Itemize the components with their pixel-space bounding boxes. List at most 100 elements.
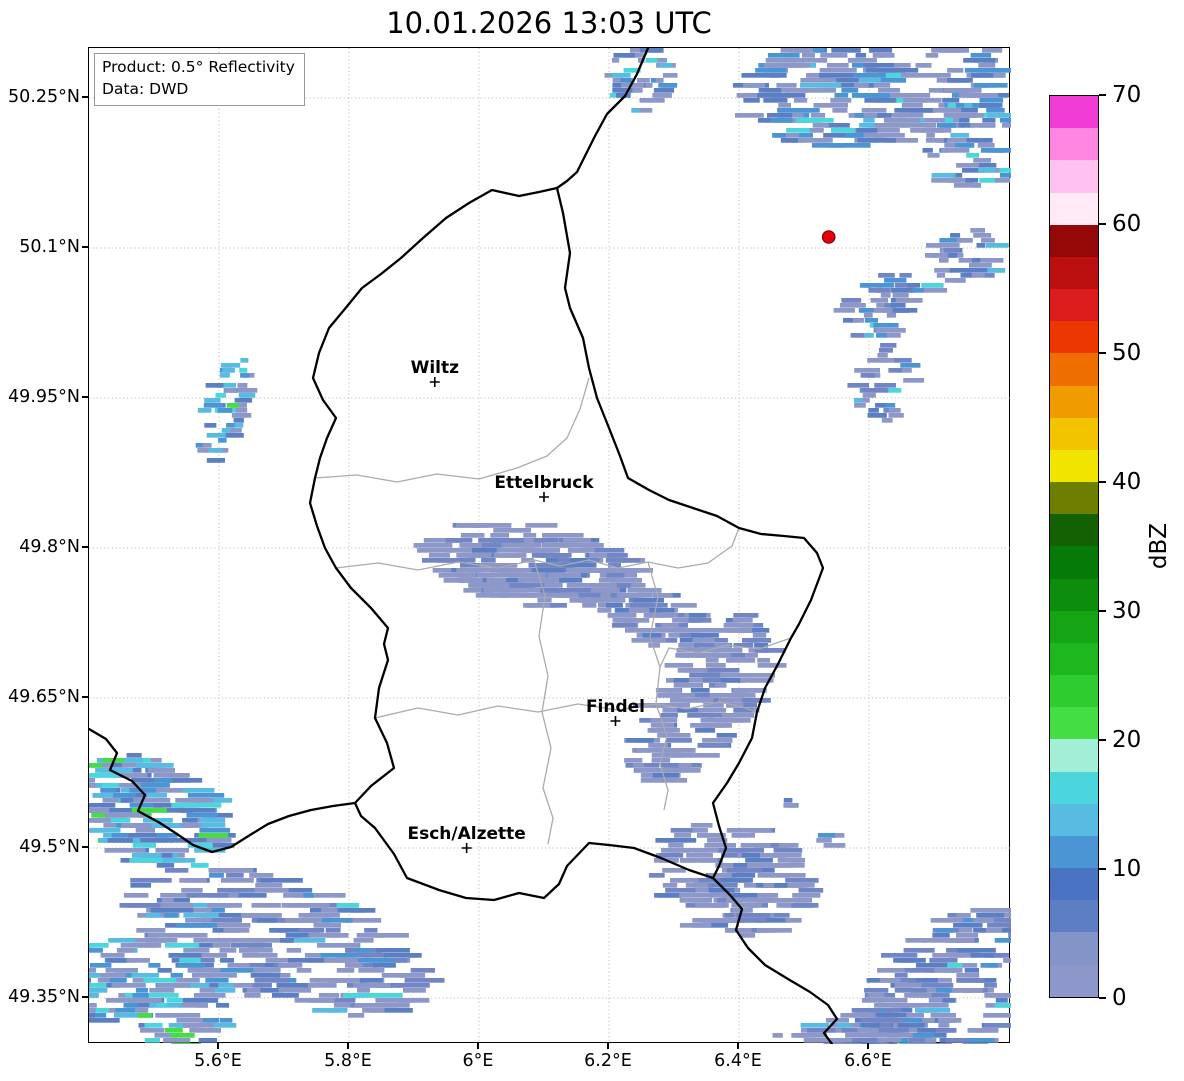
map-panel: Wiltz Ettelbruck Findel Esch/Alzette Produc… (88, 47, 1011, 1044)
canton-border (541, 711, 554, 845)
y-tick-label: 50.25°N (8, 87, 80, 107)
map-canvas: Wiltz Ettelbruck Findel Esch/Alzette (89, 48, 1011, 1044)
colorbar-band (1050, 514, 1098, 547)
y-tick-mark (82, 846, 88, 848)
colorbar-band (1050, 96, 1098, 129)
colorbar-band (1050, 964, 1098, 997)
city-label: Findel (586, 697, 645, 717)
x-tick-mark (737, 1043, 739, 1049)
y-tick-mark (82, 696, 88, 698)
colorbar-tick-mark (1099, 997, 1106, 999)
colorbar-tick-mark (1099, 481, 1106, 483)
y-tick-mark (82, 396, 88, 398)
colorbar-tick-label: 20 (1112, 727, 1142, 753)
colorbar-tick-mark (1099, 868, 1106, 870)
city-markers: Wiltz Ettelbruck Findel Esch/Alzette (407, 358, 645, 853)
colorbar-band (1050, 900, 1098, 933)
city-label: Wiltz (411, 358, 460, 378)
colorbar-band (1050, 610, 1098, 643)
colorbar-band (1050, 192, 1098, 225)
y-tick-label: 49.8°N (19, 537, 80, 557)
colorbar-band (1050, 128, 1098, 161)
canton-border (655, 703, 669, 811)
colorbar-tick-label: 30 (1112, 598, 1142, 624)
x-tick-label: 6.4°E (714, 1051, 762, 1071)
product-line: Product: 0.5° Reflectivity (102, 58, 295, 76)
colorbar-band (1050, 385, 1098, 418)
colorbar-band (1050, 160, 1098, 193)
radar-site-dot (821, 230, 836, 244)
colorbar-band (1050, 835, 1098, 869)
x-tick-label: 6.6°E (844, 1051, 892, 1071)
colorbar-band (1050, 224, 1098, 257)
colorbar-tick-mark (1099, 739, 1106, 741)
colorbar-band (1050, 642, 1098, 676)
y-tick-label: 49.5°N (19, 837, 80, 857)
colorbar-band (1050, 739, 1098, 772)
france-germany-border (711, 876, 839, 1044)
x-tick-label: 6°E (462, 1051, 494, 1071)
city-marker (461, 843, 472, 853)
district-borders (314, 377, 792, 845)
x-tick-mark (607, 1043, 609, 1049)
city-label: Esch/Alzette (407, 824, 525, 844)
colorbar-band (1050, 321, 1098, 354)
colorbar-band (1050, 868, 1098, 901)
canton-border (647, 561, 661, 705)
radar-site-marker (821, 230, 836, 244)
figure-title: 10.01.2026 13:03 UTC (386, 6, 712, 40)
canton-border (533, 559, 549, 713)
belgium-germany-border (555, 48, 650, 190)
colorbar-band (1050, 803, 1098, 836)
colorbar-band (1050, 675, 1098, 708)
colorbar-bands (1050, 96, 1098, 997)
belgium-france-border (89, 727, 357, 854)
colorbar-tick-mark (1099, 94, 1106, 96)
colorbar-tick-mark (1099, 610, 1106, 612)
product-info-box: Product: 0.5° Reflectivity Data: DWD (94, 53, 305, 107)
canton-border (374, 701, 758, 719)
y-tick-label: 50.1°N (19, 237, 80, 257)
colorbar-band (1050, 353, 1098, 386)
colorbar-band (1050, 546, 1098, 579)
data-source-line: Data: DWD (102, 79, 189, 98)
country-borders (89, 48, 839, 1044)
x-tick-mark (477, 1043, 479, 1049)
colorbar-band (1050, 707, 1098, 740)
x-tick-label: 5.6°E (194, 1051, 242, 1071)
colorbar-tick-label: 50 (1112, 340, 1142, 366)
radar-echoes (89, 48, 1011, 1044)
y-tick-mark (82, 246, 88, 248)
x-tick-label: 6.2°E (584, 1051, 632, 1071)
canton-border (314, 377, 590, 483)
y-tick-mark (82, 96, 88, 98)
y-tick-mark (82, 996, 88, 998)
colorbar-tick-mark (1099, 223, 1106, 225)
colorbar-tick-mark (1099, 352, 1106, 354)
x-tick-mark (217, 1043, 219, 1049)
colorbar-tick-label: 60 (1112, 211, 1142, 237)
x-tick-label: 5.8°E (324, 1051, 372, 1071)
y-tick-label: 49.35°N (8, 987, 80, 1007)
x-tick-mark (347, 1043, 349, 1049)
colorbar-band (1050, 417, 1098, 450)
city-marker (538, 492, 549, 502)
colorbar-band (1050, 578, 1098, 611)
x-tick-mark (867, 1043, 869, 1049)
colorbar-axis-label: dBZ (1146, 522, 1172, 570)
city-label: Ettelbruck (494, 473, 594, 493)
city-marker (429, 377, 440, 387)
colorbar-tick-label: 40 (1112, 469, 1142, 495)
colorbar-band (1050, 482, 1098, 515)
colorbar-band (1050, 771, 1098, 804)
colorbar-band (1050, 932, 1098, 965)
colorbar-band (1050, 289, 1098, 322)
luxembourg-border (308, 186, 825, 902)
y-tick-mark (82, 546, 88, 548)
canton-border (659, 637, 792, 668)
y-tick-label: 49.95°N (8, 387, 80, 407)
city-marker (610, 716, 621, 726)
colorbar-band (1050, 256, 1098, 290)
colorbar (1049, 95, 1099, 998)
